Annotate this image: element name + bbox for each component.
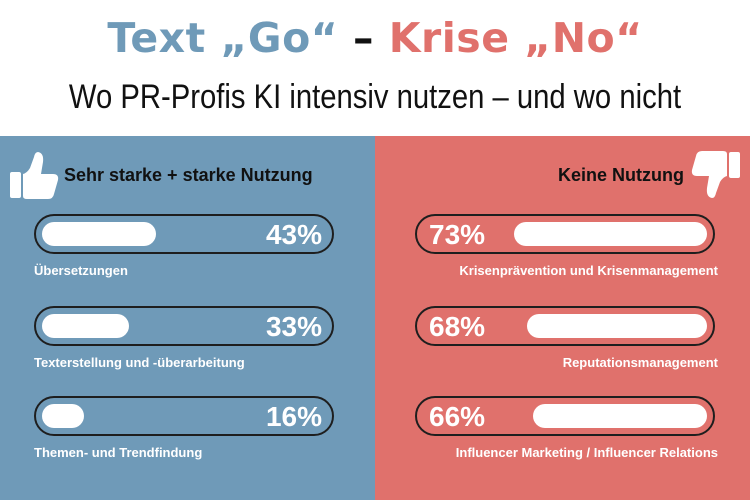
bar-category-label: Reputationsmanagement: [562, 355, 718, 370]
bar-value-label: 43%: [265, 219, 322, 250]
bar-track: 16%: [34, 396, 334, 436]
bar-row: 73% Krisenprävention und Krisenmanagement: [375, 214, 750, 304]
bar-value-label: 66%: [429, 401, 486, 432]
title-separator: –: [338, 14, 389, 62]
page-title: Text „Go“ – Krise „No“: [0, 14, 750, 62]
no-usage-heading: Keine Nutzung: [558, 165, 684, 185]
bar-fill: [527, 314, 707, 338]
usage-heading: Sehr starke + starke Nutzung: [64, 165, 313, 185]
no-usage-panel: Keine Nutzung 73% Krisenprävention und Kr…: [375, 136, 750, 500]
bar-category-label: Influencer Marketing / Influencer Relati…: [455, 445, 718, 460]
bar-category-label: Themen- und Trendfindung: [34, 445, 203, 460]
bar-row: 66% Influencer Marketing / Influencer Rel…: [375, 396, 750, 486]
bar-value-label: 73%: [429, 219, 486, 250]
bar-category-label: Texterstellung und -überarbeitung: [34, 355, 245, 370]
bar-category-label: Krisenprävention und Krisenmanagement: [459, 263, 718, 278]
bar-track: 73%: [415, 214, 715, 254]
usage-panel: Sehr starke + starke Nutzung 43% Übersetz…: [0, 136, 375, 500]
bar-fill: [42, 314, 129, 338]
bar-fill: [42, 404, 84, 428]
bar-value-label: 16%: [265, 401, 322, 432]
page-subtitle: Wo PR-Profis KI intensiv nutzen – und wo…: [68, 78, 682, 116]
thumbs-up-icon: [10, 152, 59, 199]
bar-fill: [42, 222, 156, 246]
bar-fill: [533, 404, 707, 428]
bar-row: 16% Themen- und Trendfindung: [0, 396, 375, 486]
bar-fill: [514, 222, 707, 246]
bar-value-label: 33%: [265, 311, 322, 342]
bar-category-label: Übersetzungen: [34, 263, 128, 278]
title-go: Text „Go“: [107, 14, 339, 62]
thumbs-down-icon: [691, 151, 740, 198]
bar-track: 68%: [415, 306, 715, 346]
bar-track: 33%: [34, 306, 334, 346]
bar-row: 43% Übersetzungen: [0, 214, 375, 304]
bar-row: 68% Reputationsmanagement: [375, 306, 750, 396]
title-no: Krise „No“: [388, 14, 643, 62]
bar-row: 33% Texterstellung und -überarbeitung: [0, 306, 375, 396]
bar-track: 43%: [34, 214, 334, 254]
bar-value-label: 68%: [429, 311, 486, 342]
bar-track: 66%: [415, 396, 715, 436]
header: Text „Go“ – Krise „No“ Wo PR-Profis KI i…: [0, 0, 750, 136]
